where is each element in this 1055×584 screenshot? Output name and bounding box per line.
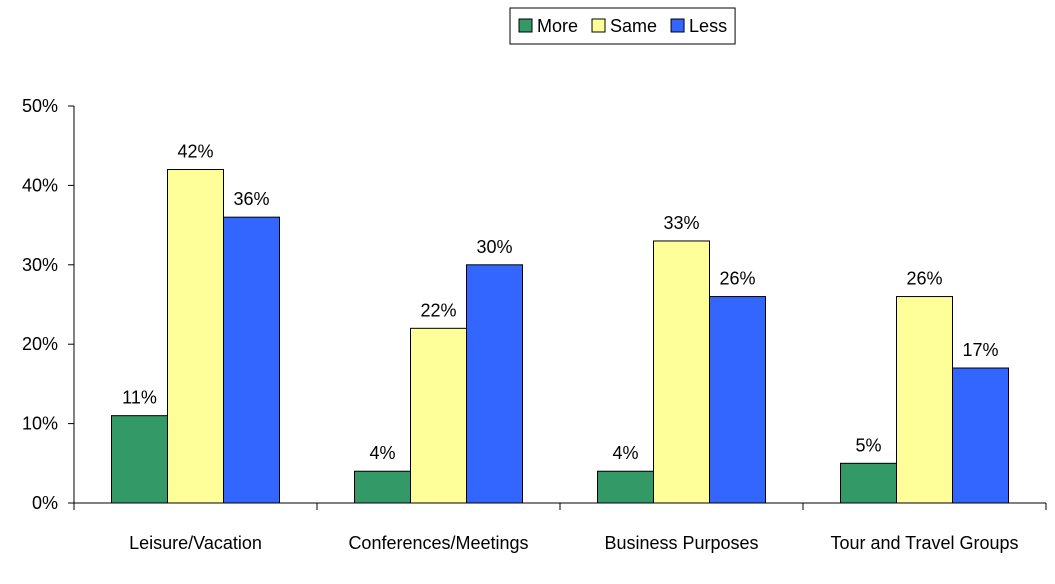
data-label: 22% (420, 300, 456, 320)
data-label: 26% (906, 269, 942, 289)
bar-same (653, 240, 710, 504)
data-label: 30% (476, 237, 512, 257)
data-label: 4% (369, 443, 395, 463)
data-label: 42% (177, 142, 213, 162)
bar-less (709, 296, 766, 504)
data-label: 4% (612, 443, 638, 463)
y-tick-label: 0% (32, 493, 58, 513)
bar-same (896, 296, 953, 504)
y-axis: 0% 10% 20% 30% 40% 50% (22, 96, 75, 513)
y-tick-label: 20% (22, 334, 58, 354)
legend-label-same: Same (610, 16, 657, 36)
bars-group: 11% 42% 36% 4% 22% 30% 4% 33% 26% 5% 26% 17% (111, 142, 1009, 504)
y-tick-label: 30% (22, 255, 58, 275)
bar-more (597, 470, 654, 504)
data-label: 33% (663, 213, 699, 233)
data-label: 36% (233, 189, 269, 209)
data-label: 17% (962, 340, 998, 360)
x-category-label: Conferences/Meetings (348, 533, 528, 553)
bar-same (410, 327, 467, 504)
x-category-label: Tour and Travel Groups (830, 533, 1018, 553)
legend-swatch-more (518, 18, 533, 33)
x-axis: Leisure/Vacation Conferences/Meetings Busi… (73, 502, 1047, 553)
legend-swatch-less (670, 18, 685, 33)
x-category-label: Leisure/Vacation (129, 533, 262, 553)
bar-same (167, 169, 224, 504)
bar-more (840, 462, 897, 504)
bar-less (223, 216, 280, 504)
data-label: 5% (855, 435, 881, 455)
bar-more (111, 415, 168, 504)
bar-less (952, 367, 1009, 504)
legend-box (509, 7, 736, 45)
bar-less (466, 264, 523, 504)
legend-label-less: Less (689, 16, 727, 36)
data-label: 11% (122, 388, 157, 408)
legend-swatch-same (591, 18, 606, 33)
legend: More Same Less (509, 7, 736, 45)
legend-label-more: More (537, 16, 578, 36)
bar-more (354, 470, 411, 504)
x-category-label: Business Purposes (604, 533, 758, 553)
data-label: 26% (719, 269, 755, 289)
y-tick-label: 40% (22, 175, 58, 195)
y-tick-label: 10% (22, 414, 58, 434)
y-tick-label: 50% (22, 96, 58, 116)
